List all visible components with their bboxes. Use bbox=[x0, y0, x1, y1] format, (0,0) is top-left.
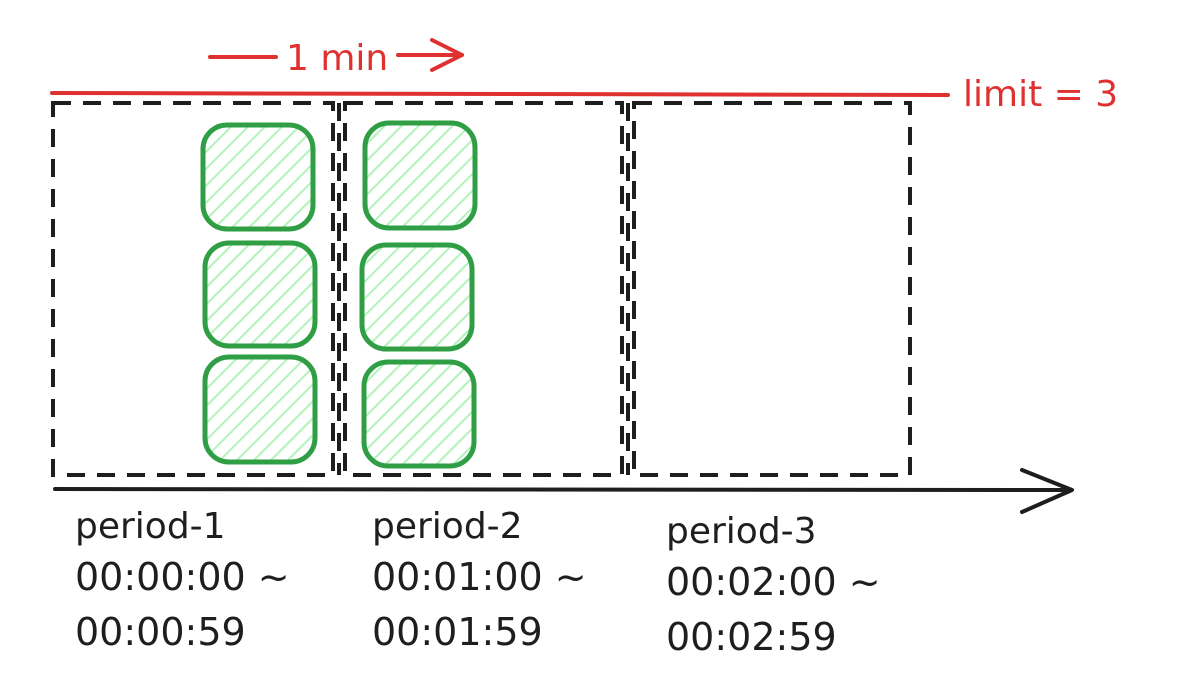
request-block bbox=[200, 122, 316, 232]
axis-arrowhead-icon bbox=[1020, 468, 1074, 514]
period-1-requests bbox=[200, 122, 318, 465]
period-window-3 bbox=[632, 101, 912, 477]
period-window-1 bbox=[51, 101, 335, 477]
period-start: 00:00:00 ~ bbox=[75, 555, 290, 599]
period-name: period-2 bbox=[372, 506, 523, 547]
period-end: 00:01:59 bbox=[372, 610, 543, 654]
period-label-1: period-1 00:00:00 ~ 00:00:59 bbox=[75, 506, 290, 654]
period-start: 00:02:00 ~ bbox=[666, 560, 881, 604]
period-name: period-3 bbox=[666, 511, 817, 552]
limit-label: limit = 3 bbox=[963, 74, 1118, 115]
interval-arrow: 1 min bbox=[208, 38, 464, 79]
period-label-2: period-2 00:01:00 ~ 00:01:59 bbox=[372, 506, 587, 654]
period-2-requests bbox=[359, 120, 478, 469]
request-block bbox=[362, 120, 478, 231]
period-window-2 bbox=[343, 101, 624, 477]
period-name: period-1 bbox=[75, 506, 226, 547]
period-label-3: period-3 00:02:00 ~ 00:02:59 bbox=[666, 511, 881, 659]
request-block bbox=[202, 240, 318, 349]
request-block bbox=[202, 354, 318, 465]
time-axis bbox=[53, 468, 1074, 514]
request-block bbox=[359, 242, 475, 352]
period-start: 00:01:00 ~ bbox=[372, 555, 587, 599]
limit-line: limit = 3 bbox=[50, 74, 1118, 115]
request-block bbox=[361, 359, 477, 469]
interval-label: 1 min bbox=[286, 38, 388, 79]
arrowhead-icon bbox=[430, 38, 464, 72]
period-labels: period-1 00:00:00 ~ 00:00:59 period-2 00… bbox=[75, 506, 881, 659]
period-end: 00:02:59 bbox=[666, 615, 837, 659]
period-end: 00:00:59 bbox=[75, 610, 246, 654]
period-windows bbox=[51, 101, 912, 477]
